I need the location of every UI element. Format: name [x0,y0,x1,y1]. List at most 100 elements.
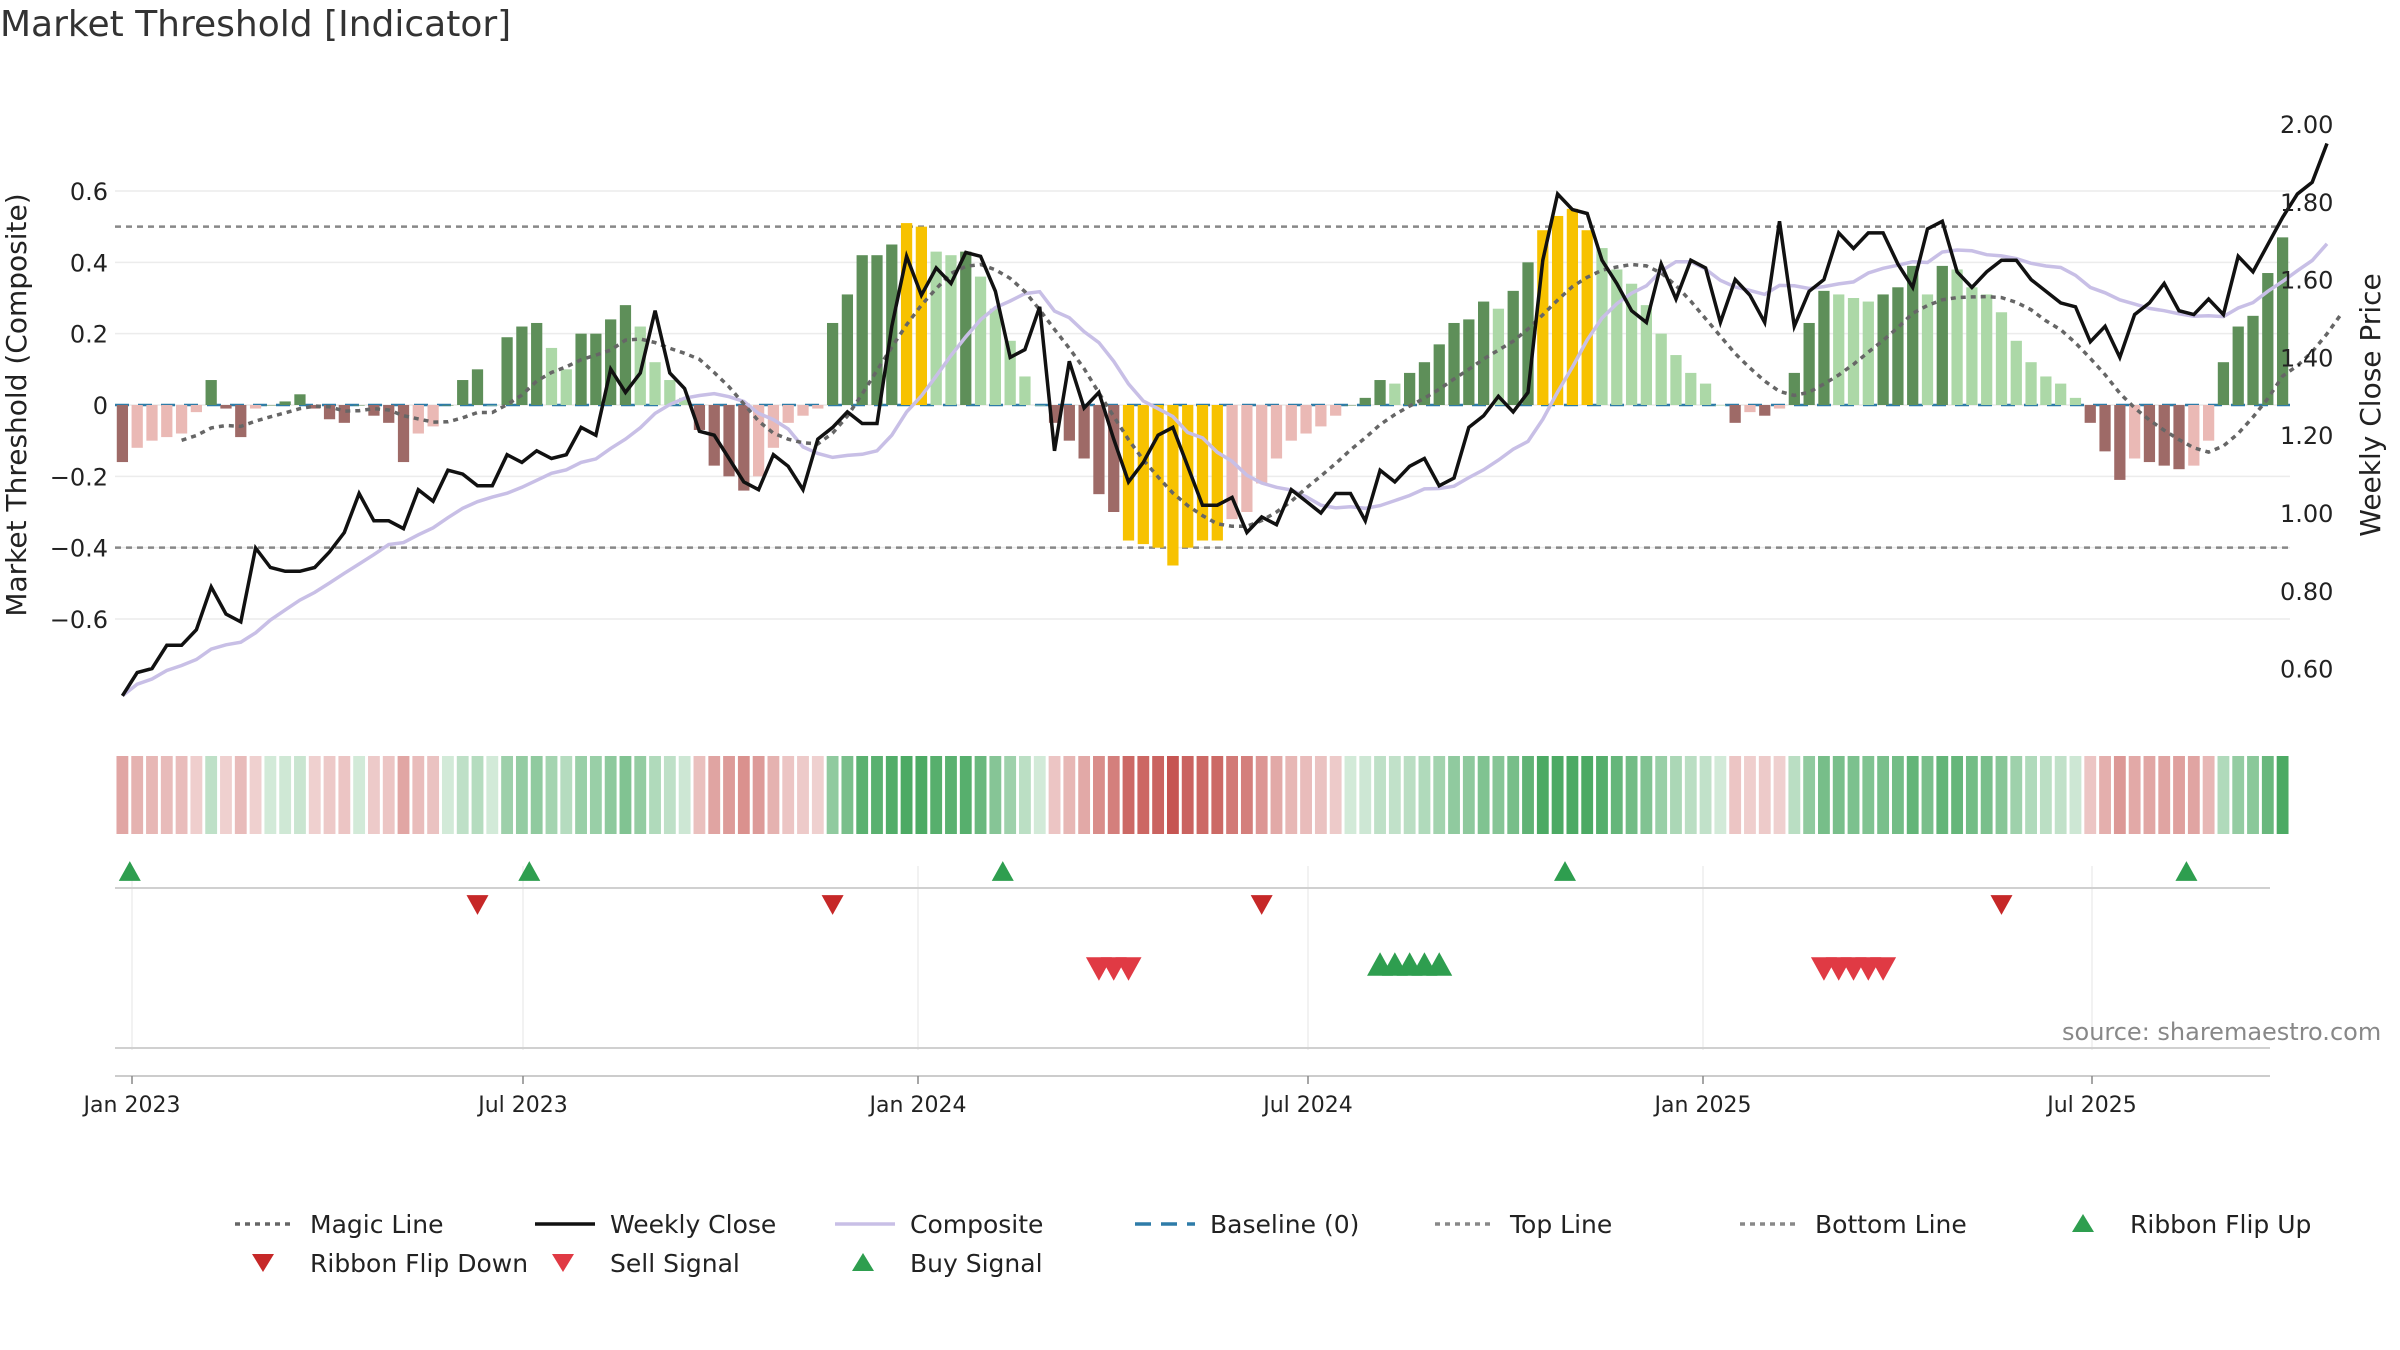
legend-label: Baseline (0) [1210,1210,1359,1239]
composite-bar [1300,405,1312,434]
legend-swatch-tri-up [852,1253,874,1271]
composite-bar [1019,376,1031,405]
composite-bar [1892,287,1904,405]
legend-item: Composite [835,1210,1043,1239]
legend-label: Top Line [1509,1210,1612,1239]
composite-bar [1936,265,1948,405]
ribbon-cell [1507,756,1520,834]
ribbon-cell [885,756,898,834]
ribbon-cell [1314,756,1327,834]
composite-bar [1847,297,1860,405]
composite-bar [1182,405,1194,548]
composite-bar [486,405,498,406]
left-tick-label: 0.4 [70,249,108,277]
composite-bar [1004,340,1016,405]
composite-bar [2084,405,2096,423]
composite-bar [2262,273,2274,405]
composite-bar [1270,405,1283,459]
ribbon-cell [1403,756,1416,834]
ribbon-cell [1699,756,1712,834]
ribbon-cell [900,756,913,834]
ribbon-cell [782,756,795,834]
composite-bar [1448,322,1460,405]
composite-bar [1137,405,1149,545]
ribbon-cell [1610,756,1623,834]
composite-bar [1551,215,1564,405]
ribbon-cell [1714,756,1727,834]
ribbon-cell [427,756,440,834]
ribbon-cell [220,756,232,834]
ribbon-strip [116,756,2289,834]
ribbon-cell [1255,756,1268,834]
ribbon-cell [2025,756,2037,834]
legend-swatch-tri-down [252,1254,274,1272]
x-axis: Jan 2023 Jul 2023 Jan 2024 Jul 2024 Jan 2025… [82,1075,2270,1118]
ribbon-cell [2217,756,2230,834]
ribbon-cell [2099,756,2111,834]
composite-bar [2055,383,2067,405]
ribbon-cell [338,756,351,834]
composite-bar [353,405,365,406]
left-tick-label: 0.2 [70,321,108,349]
legend-label: Buy Signal [910,1249,1043,1278]
composite-bar [471,369,484,405]
composite-bar [235,405,247,438]
legend-item: Sell Signal [552,1249,740,1278]
composite-bar [531,322,543,405]
composite-bar [1655,333,1667,405]
ribbon-cell [1004,756,1017,834]
ribbon-cell [1166,756,1179,834]
composite-bar [2247,315,2259,405]
ribbon-cell [2202,756,2215,834]
composite-bar [249,405,262,409]
composite-bar [1685,372,1697,405]
ribbon-cell [856,756,869,834]
ribbon-cell [486,756,499,834]
ribbon-cell [294,756,306,834]
series-lines [120,142,2344,698]
ribbon-cell [1107,756,1120,834]
composite-bar [368,405,380,416]
composite-bar [2025,362,2037,405]
legend: Magic Line Weekly Close Composite Baseline … [235,1210,2311,1278]
composite-bar [856,255,868,405]
composite-bar [1699,383,1712,405]
ribbon-flip-down-marker [821,895,844,915]
composite-bar [1670,355,1682,405]
ribbon-cell [368,756,380,834]
composite-bar [1330,405,1342,416]
ribbon-cell [1522,756,1534,834]
ribbon-cell [190,756,203,834]
ribbon-cell [708,756,721,834]
composite-bar [989,308,1001,405]
ribbon-cell [515,756,528,834]
composite-bar [1048,405,1061,423]
composite-bar [2114,405,2126,480]
composite-bar [1907,265,1919,405]
sell-signal-marker [1870,957,1897,981]
ribbon-flip-up-marker [1554,861,1576,881]
composite-bar [294,394,306,405]
ribbon-cell [2010,756,2023,834]
left-tick-label: 0 [93,392,108,420]
ribbon-cell [1862,756,1875,834]
composite-bar [1744,405,1756,413]
ribbon-cell [1744,756,1756,834]
ribbon-cell [234,756,247,834]
ribbon-cell [1877,756,1890,834]
x-tick-label: Jan 2023 [82,1093,181,1118]
ribbon-cell [2158,756,2171,834]
composite-bar [915,226,927,405]
right-tick-label: 1.20 [2280,422,2333,450]
ribbon-cell [2173,756,2185,834]
ribbon-cell [353,756,366,834]
composite-bar [175,405,188,434]
ribbon-cell [589,756,602,834]
ribbon-cell [501,756,514,834]
legend-label: Sell Signal [610,1249,740,1278]
legend-label: Ribbon Flip Up [2130,1210,2311,1239]
ribbon-cell [1684,756,1697,834]
composite-bar [2203,405,2215,441]
composite-bar [116,405,129,463]
ribbon-cell [1122,756,1135,834]
